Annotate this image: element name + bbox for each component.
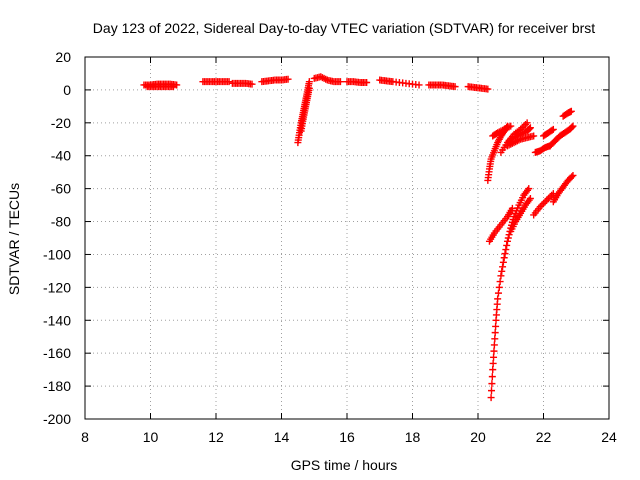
data-point — [248, 80, 256, 88]
data-point — [489, 366, 497, 374]
data-point — [490, 341, 498, 349]
series-arc-17 — [503, 124, 534, 147]
data-point — [500, 254, 508, 262]
y-tick-label: -140 — [43, 312, 71, 328]
x-tick-label: 16 — [339, 429, 355, 445]
series-arc-23 — [546, 122, 577, 150]
series-arc-10 — [376, 76, 423, 89]
series-arc-4 — [228, 79, 256, 88]
data-point — [498, 267, 506, 275]
y-tick-label: -40 — [51, 148, 71, 164]
y-tick-label: -60 — [51, 181, 71, 197]
y-axis-label: SDTVAR / TECUs — [6, 183, 22, 295]
series-arc-26 — [559, 107, 575, 120]
data-point — [169, 83, 177, 91]
data-point — [489, 359, 497, 367]
series-arc-25 — [549, 171, 577, 206]
data-point — [525, 185, 533, 193]
data-point — [502, 246, 510, 254]
y-tick-label: -200 — [43, 411, 71, 427]
data-point — [494, 295, 502, 303]
data-point — [488, 387, 496, 395]
data-point — [490, 353, 498, 361]
data-point — [484, 85, 492, 93]
y-tick-label: -100 — [43, 246, 71, 262]
data-point — [494, 289, 502, 297]
data-point — [336, 78, 344, 86]
data-point — [569, 171, 577, 179]
data-point — [491, 329, 499, 337]
y-tick-label: 20 — [55, 49, 71, 65]
x-tick-label: 14 — [274, 429, 290, 445]
series-arc-18 — [485, 204, 516, 245]
data-point — [488, 373, 496, 381]
series-arc-24 — [540, 125, 557, 140]
data-point — [503, 241, 511, 249]
axis-ticks: 8 10 12 14 16 18 20 22 24 20 0 -20 -40 -60 -80 -100 -120… — [43, 49, 617, 445]
x-tick-label: 8 — [81, 429, 89, 445]
series-arc-7 — [297, 84, 313, 135]
series-arc-2 — [143, 83, 177, 91]
data-point — [530, 132, 538, 140]
data-point — [526, 124, 534, 132]
x-tick-label: 20 — [470, 429, 486, 445]
data-point — [488, 380, 496, 388]
data-point — [526, 125, 534, 133]
y-tick-label: 0 — [63, 82, 71, 98]
data-points — [140, 73, 577, 402]
data-point — [415, 81, 423, 89]
y-tick-label: -180 — [43, 378, 71, 394]
data-point — [507, 122, 515, 130]
x-tick-label: 12 — [208, 429, 224, 445]
series-arc-9 — [343, 78, 371, 87]
data-point — [548, 126, 556, 134]
x-tick-label: 18 — [405, 429, 421, 445]
data-point — [490, 347, 498, 355]
data-point — [569, 122, 577, 130]
data-point — [568, 123, 576, 131]
data-point — [497, 272, 505, 280]
series-arc-3 — [199, 78, 233, 86]
data-point — [504, 234, 512, 242]
data-point — [499, 258, 507, 266]
data-point — [501, 250, 509, 258]
x-tick-label: 24 — [601, 429, 617, 445]
series-arc-5 — [258, 75, 292, 86]
data-point — [451, 83, 459, 91]
data-point — [305, 84, 313, 92]
data-point — [492, 322, 500, 330]
data-point — [305, 78, 313, 86]
series-arc-21 — [530, 190, 557, 219]
grid — [85, 57, 609, 419]
data-point — [284, 75, 292, 83]
data-point — [499, 263, 507, 271]
x-tick-label: 22 — [536, 429, 552, 445]
data-point — [503, 237, 511, 245]
data-point — [567, 107, 575, 115]
data-point — [526, 195, 534, 203]
x-axis-label: GPS time / hours — [291, 457, 398, 473]
y-tick-label: -120 — [43, 279, 71, 295]
series-arc-20 — [507, 195, 534, 235]
series-arc-8 — [310, 73, 344, 86]
y-tick-label: -20 — [51, 115, 71, 131]
x-tick-label: 10 — [143, 429, 159, 445]
series-arc-14 — [489, 122, 515, 140]
data-point — [496, 278, 504, 286]
data-point — [568, 173, 576, 181]
data-point — [495, 283, 503, 291]
data-point — [523, 119, 531, 127]
data-point — [487, 394, 495, 402]
series-arc-11 — [425, 81, 459, 91]
data-point — [363, 79, 371, 87]
data-point — [549, 125, 557, 133]
series-arc-12 — [464, 83, 492, 93]
data-point — [491, 335, 499, 343]
y-tick-label: -160 — [43, 345, 71, 361]
chart-title: Day 123 of 2022, Sidereal Day-to-day VTE… — [93, 20, 595, 36]
y-tick-label: -80 — [51, 214, 71, 230]
